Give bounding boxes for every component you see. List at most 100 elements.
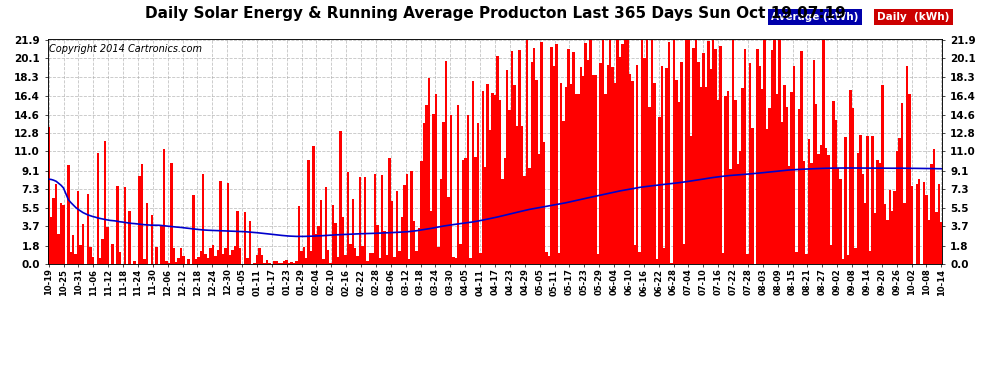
Bar [916, 184, 918, 264]
Bar [798, 110, 800, 264]
Bar [293, 263, 295, 264]
Bar [435, 94, 438, 264]
Bar [589, 40, 592, 264]
Bar [160, 225, 162, 264]
Bar [856, 153, 859, 264]
Bar [464, 158, 467, 264]
Bar [504, 158, 506, 264]
Bar [861, 174, 864, 264]
Bar [940, 222, 942, 264]
Bar [641, 40, 644, 264]
Bar [494, 95, 496, 264]
Bar [629, 74, 631, 264]
Bar [275, 261, 278, 264]
Bar [48, 127, 50, 264]
Bar [818, 153, 820, 264]
Bar [743, 49, 746, 264]
Bar [440, 178, 443, 264]
Bar [788, 166, 790, 264]
Bar [813, 60, 815, 264]
Bar [881, 86, 884, 264]
Bar [77, 191, 79, 264]
Bar [670, 263, 673, 264]
Bar [884, 204, 886, 264]
Bar [325, 187, 327, 264]
Bar [457, 105, 459, 264]
Bar [89, 246, 92, 264]
Bar [315, 234, 317, 264]
Bar [116, 186, 119, 264]
Bar [715, 49, 717, 264]
Bar [491, 93, 494, 264]
Bar [523, 176, 526, 264]
Bar [695, 40, 697, 264]
Bar [748, 63, 751, 264]
Bar [393, 257, 396, 264]
Bar [366, 261, 368, 264]
Bar [926, 195, 928, 264]
Bar [170, 164, 172, 264]
Bar [511, 51, 514, 264]
Bar [889, 190, 891, 264]
Bar [265, 260, 268, 264]
Bar [295, 261, 298, 264]
Bar [219, 182, 222, 264]
Bar [312, 146, 315, 264]
Bar [846, 255, 849, 264]
Bar [541, 42, 543, 264]
Bar [320, 200, 322, 264]
Bar [239, 248, 242, 264]
Bar [823, 40, 825, 264]
Bar [933, 150, 936, 264]
Bar [655, 259, 658, 264]
Bar [449, 114, 452, 264]
Text: Daily  (kWh): Daily (kWh) [877, 12, 949, 22]
Bar [768, 108, 771, 264]
Bar [923, 182, 926, 264]
Bar [349, 244, 351, 264]
Bar [911, 186, 913, 264]
Bar [192, 195, 195, 264]
Bar [614, 83, 617, 264]
Bar [938, 184, 940, 264]
Bar [838, 168, 840, 264]
Bar [557, 252, 560, 264]
Bar [378, 258, 381, 264]
Bar [237, 210, 239, 264]
Bar [232, 250, 234, 264]
Bar [707, 41, 710, 264]
Bar [322, 259, 325, 264]
Bar [833, 101, 835, 264]
Bar [290, 262, 293, 264]
Bar [636, 65, 639, 264]
Bar [931, 164, 933, 264]
Bar [104, 141, 106, 264]
Bar [705, 87, 707, 264]
Bar [200, 251, 202, 264]
Bar [420, 161, 423, 264]
Bar [476, 123, 479, 264]
Bar [519, 50, 521, 264]
Bar [351, 199, 354, 264]
Bar [543, 142, 545, 264]
Bar [54, 184, 57, 264]
Bar [903, 203, 906, 264]
Bar [99, 258, 101, 264]
Bar [665, 68, 668, 264]
Bar [648, 107, 650, 264]
Bar [162, 148, 165, 264]
Bar [550, 47, 552, 264]
Bar [139, 176, 141, 264]
Bar [167, 263, 170, 264]
Bar [222, 254, 224, 264]
Bar [469, 258, 471, 264]
Bar [376, 225, 378, 264]
Bar [876, 159, 879, 264]
Bar [303, 247, 305, 264]
Bar [346, 172, 349, 264]
Bar [459, 244, 462, 264]
Bar [936, 212, 938, 264]
Bar [406, 174, 408, 264]
Bar [742, 88, 743, 264]
Bar [452, 256, 454, 264]
